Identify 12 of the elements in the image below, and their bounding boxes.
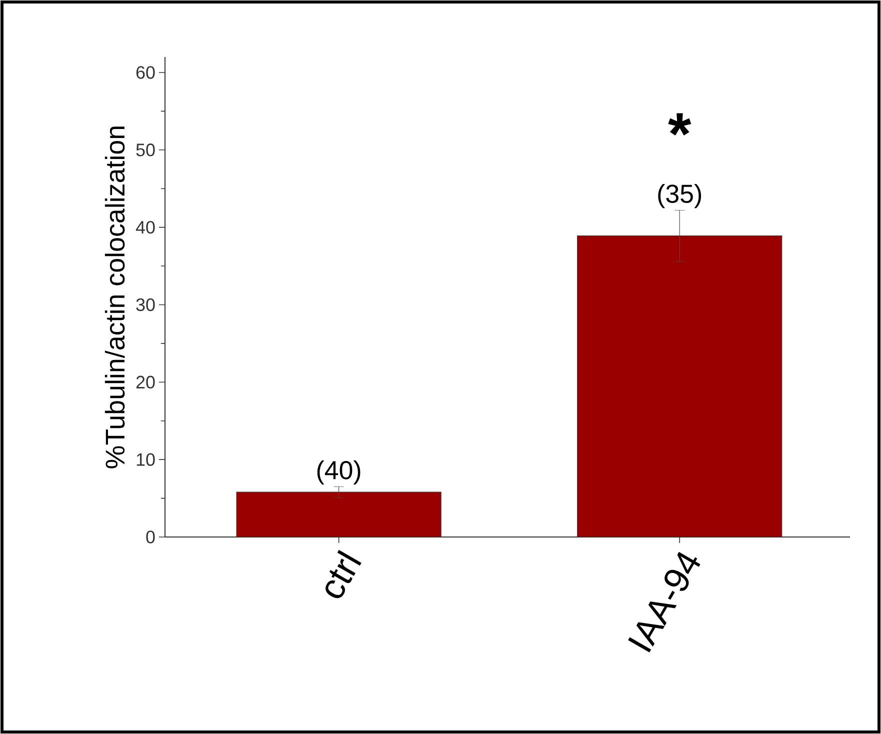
y-tick-label: 10 <box>136 453 155 466</box>
annotation: * <box>668 113 692 136</box>
y-tick-label: 0 <box>146 530 155 544</box>
y-tick-label: 20 <box>136 376 155 389</box>
y-tick-label: 30 <box>136 298 155 312</box>
annotation: (35) <box>658 184 702 208</box>
y-tick-label: 50 <box>136 144 155 156</box>
y-axis-title: %Tubulin/actin colocalization <box>104 126 125 468</box>
x-tick-label: ctrl <box>326 550 362 598</box>
y-tick-label: 60 <box>136 66 155 79</box>
y-tick-label: 40 <box>136 220 155 234</box>
annotation: (40) <box>317 460 360 484</box>
